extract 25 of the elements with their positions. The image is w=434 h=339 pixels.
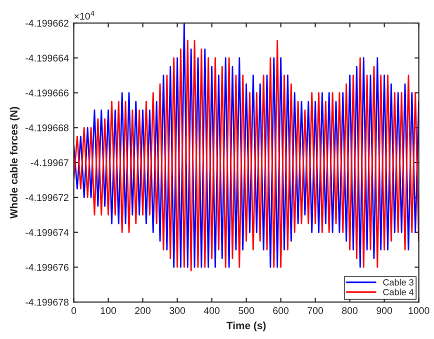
x-axis-title: Time (s) [226,322,266,332]
y-tick-label: -4.199664 [26,54,69,62]
x-tick-label: 0 [71,307,76,314]
y-tick-label: -4.199678 [26,298,68,306]
x-tick-label: 300 [170,307,186,314]
legend-label: Cable 3 [383,278,414,286]
y-tick-label: -4.199674 [26,229,69,236]
y-tick-label: -4.199676 [26,264,68,271]
y-tick-label: -4.199672 [26,194,68,202]
x-tick-label: 900 [376,307,392,314]
x-tick-label: 400 [204,307,220,314]
y-tick-label: -4.199666 [26,90,68,96]
x-tick-label: 500 [238,307,254,314]
x-tick-label: 600 [273,307,289,314]
y-tick-label: -4.199668 [26,124,68,132]
x-tick-label: 100 [100,307,116,314]
x-tick-label: 700 [308,307,324,314]
y-tick-label: -4.199662 [26,20,68,27]
y-axis-title: Whole cable forces (N) [10,106,20,219]
text: ×10$^{4}$ [74,10,94,20]
x-tick-label: 1000 [408,307,430,314]
y-tick-label: -4.19967 [30,159,68,166]
legend-label: Cable 4 [383,288,414,296]
x-tick-label: 800 [342,307,358,314]
x-tick-label: 200 [135,307,151,314]
